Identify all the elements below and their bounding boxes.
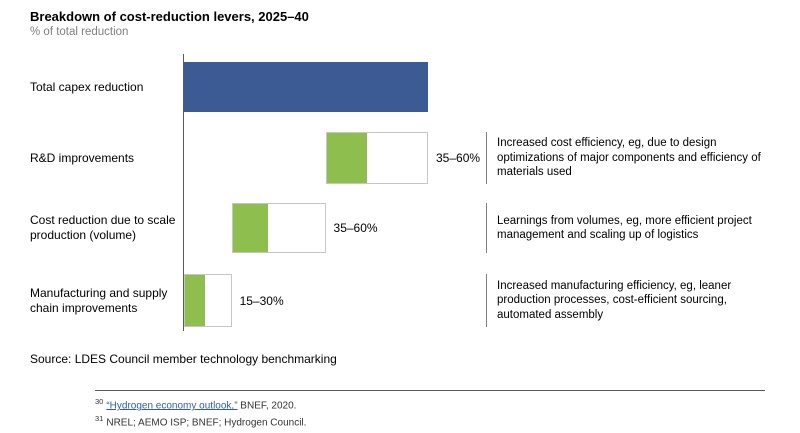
range-value-label: 35–60% (333, 221, 378, 235)
footnote-line: 31 NREL; AEMO ISP; BNEF; Hydrogen Council… (95, 412, 306, 429)
footnote-line: 30 “Hydrogen economy outlook,” BNEF, 2020… (95, 395, 306, 412)
footnote-link[interactable]: “Hydrogen economy outlook,” (106, 400, 238, 412)
lever-bar-solid-segment (232, 204, 269, 252)
lever-annotation: Increased manufacturing efficiency, eg, … (486, 274, 774, 327)
lever-annotation: Learnings from volumes, eg, more efficie… (486, 203, 774, 253)
lever-bar (184, 274, 232, 327)
range-value-label: 15–30% (239, 293, 284, 308)
y-axis-line (183, 54, 184, 331)
footnote-divider (95, 390, 765, 391)
lever-bar-solid-segment (326, 133, 368, 183)
lever-bar (325, 132, 428, 184)
footnote-marker: 30 (95, 397, 104, 406)
lever-annotation: Increased cost efficiency, eg, due to de… (486, 132, 774, 184)
footnote-text: NREL; AEMO ISP; BNEF; Hydrogen Council. (106, 417, 307, 429)
range-value-label: 35–60% (436, 151, 481, 165)
category-label: Manufacturing and supply chain improveme… (30, 285, 168, 315)
category-label: Total capex reduction (30, 79, 144, 94)
category-label: R&D improvements (30, 150, 135, 165)
chart-title: Breakdown of cost-reduction levers, 2025… (30, 9, 309, 24)
category-label: Cost reduction due to scale production (… (30, 213, 176, 242)
total-bar (184, 62, 428, 112)
chart-subtitle: % of total reduction (30, 26, 129, 38)
footnote-marker: 31 (95, 414, 104, 424)
footnotes: 30 “Hydrogen economy outlook,” BNEF, 2020… (95, 395, 306, 430)
lever-bar-solid-segment (185, 275, 205, 326)
footnote-text: BNEF, 2020. (237, 400, 297, 412)
source-note: Source: LDES Council member technology b… (30, 352, 337, 366)
lever-bar (231, 203, 326, 253)
